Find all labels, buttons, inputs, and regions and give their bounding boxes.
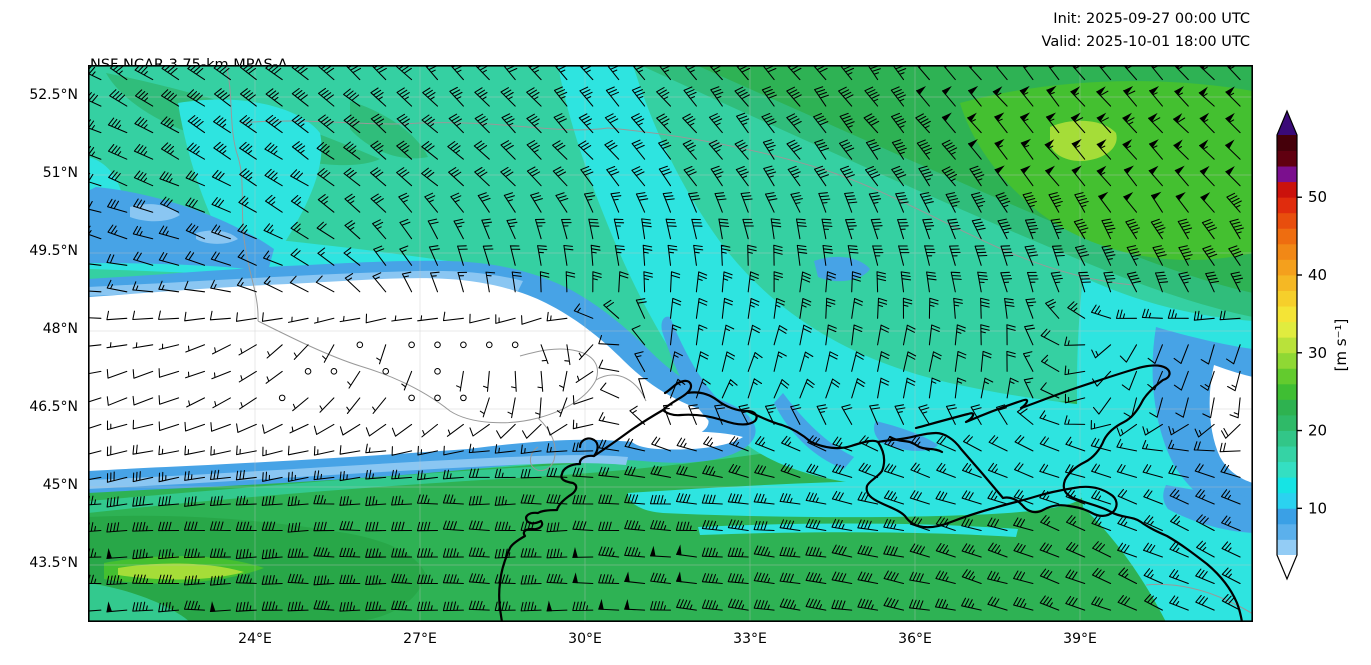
lat-tick-label: 48°N [42,321,78,337]
time-block: Init: 2025-09-27 00:00 UTC Valid: 2025-1… [900,8,1250,54]
speed-region [118,563,244,580]
map-panel [88,65,1253,622]
speed-region [1163,485,1253,533]
map-frame [88,65,1253,622]
valid-time: Valid: 2025-10-01 18:00 UTC [1041,34,1250,50]
colorbar-segments [1277,135,1297,556]
speed-region [88,278,709,471]
lon-tick-label: 36°E [898,631,932,647]
country-borders [225,65,1253,615]
speed-region [88,437,794,513]
init-time: Init: 2025-09-27 00:00 UTC [1053,11,1250,27]
lat-tick-label: 46.5°N [29,399,78,415]
map-canvas [88,65,1253,622]
speed-region [628,431,743,450]
speed-region [874,421,938,451]
speed-region [88,455,628,489]
speed-region [1209,365,1253,483]
lat-tick-label: 45°N [42,477,78,493]
speed-region [178,99,322,265]
speed-region [350,101,428,159]
svg-text:50: 50 [1308,188,1327,206]
svg-text:20: 20 [1308,422,1327,440]
colorbar-label: [m s⁻¹] [1332,319,1350,372]
svg-text:10: 10 [1308,499,1327,517]
lat-tick-label: 43.5°N [29,555,78,571]
svg-text:40: 40 [1308,266,1327,284]
lon-tick-label: 27°E [403,631,437,647]
lat-tick-label: 49.5°N [29,243,78,259]
svg-text:30: 30 [1308,344,1327,362]
lon-tick-label: 39°E [1063,631,1097,647]
speed-region [960,81,1253,260]
lon-tick-label: 30°E [568,631,602,647]
speed-region [88,583,190,622]
lon-tick-label: 24°E [238,631,272,647]
colorbar: 10 20 30 40 50 [m s⁻¹] [1258,65,1368,622]
colorbar-canvas: 10 20 30 40 50 [m s⁻¹] [1276,109,1350,581]
coastline [498,364,1244,622]
lat-tick-label: 51°N [42,165,78,181]
colorbar-outline [1276,109,1298,581]
colorbar-over-arrow [1277,111,1297,135]
speed-region [661,316,737,432]
lat-tick-label: 52.5°N [29,87,78,103]
speed-region [628,480,1083,518]
lon-tick-label: 33°E [733,631,767,647]
colorbar-ticks: 10 20 30 40 50 [1297,188,1327,517]
speed-region [130,204,238,244]
graticule [88,65,1253,622]
colorbar-under-arrow [1277,555,1297,579]
speed-region [1049,120,1117,162]
